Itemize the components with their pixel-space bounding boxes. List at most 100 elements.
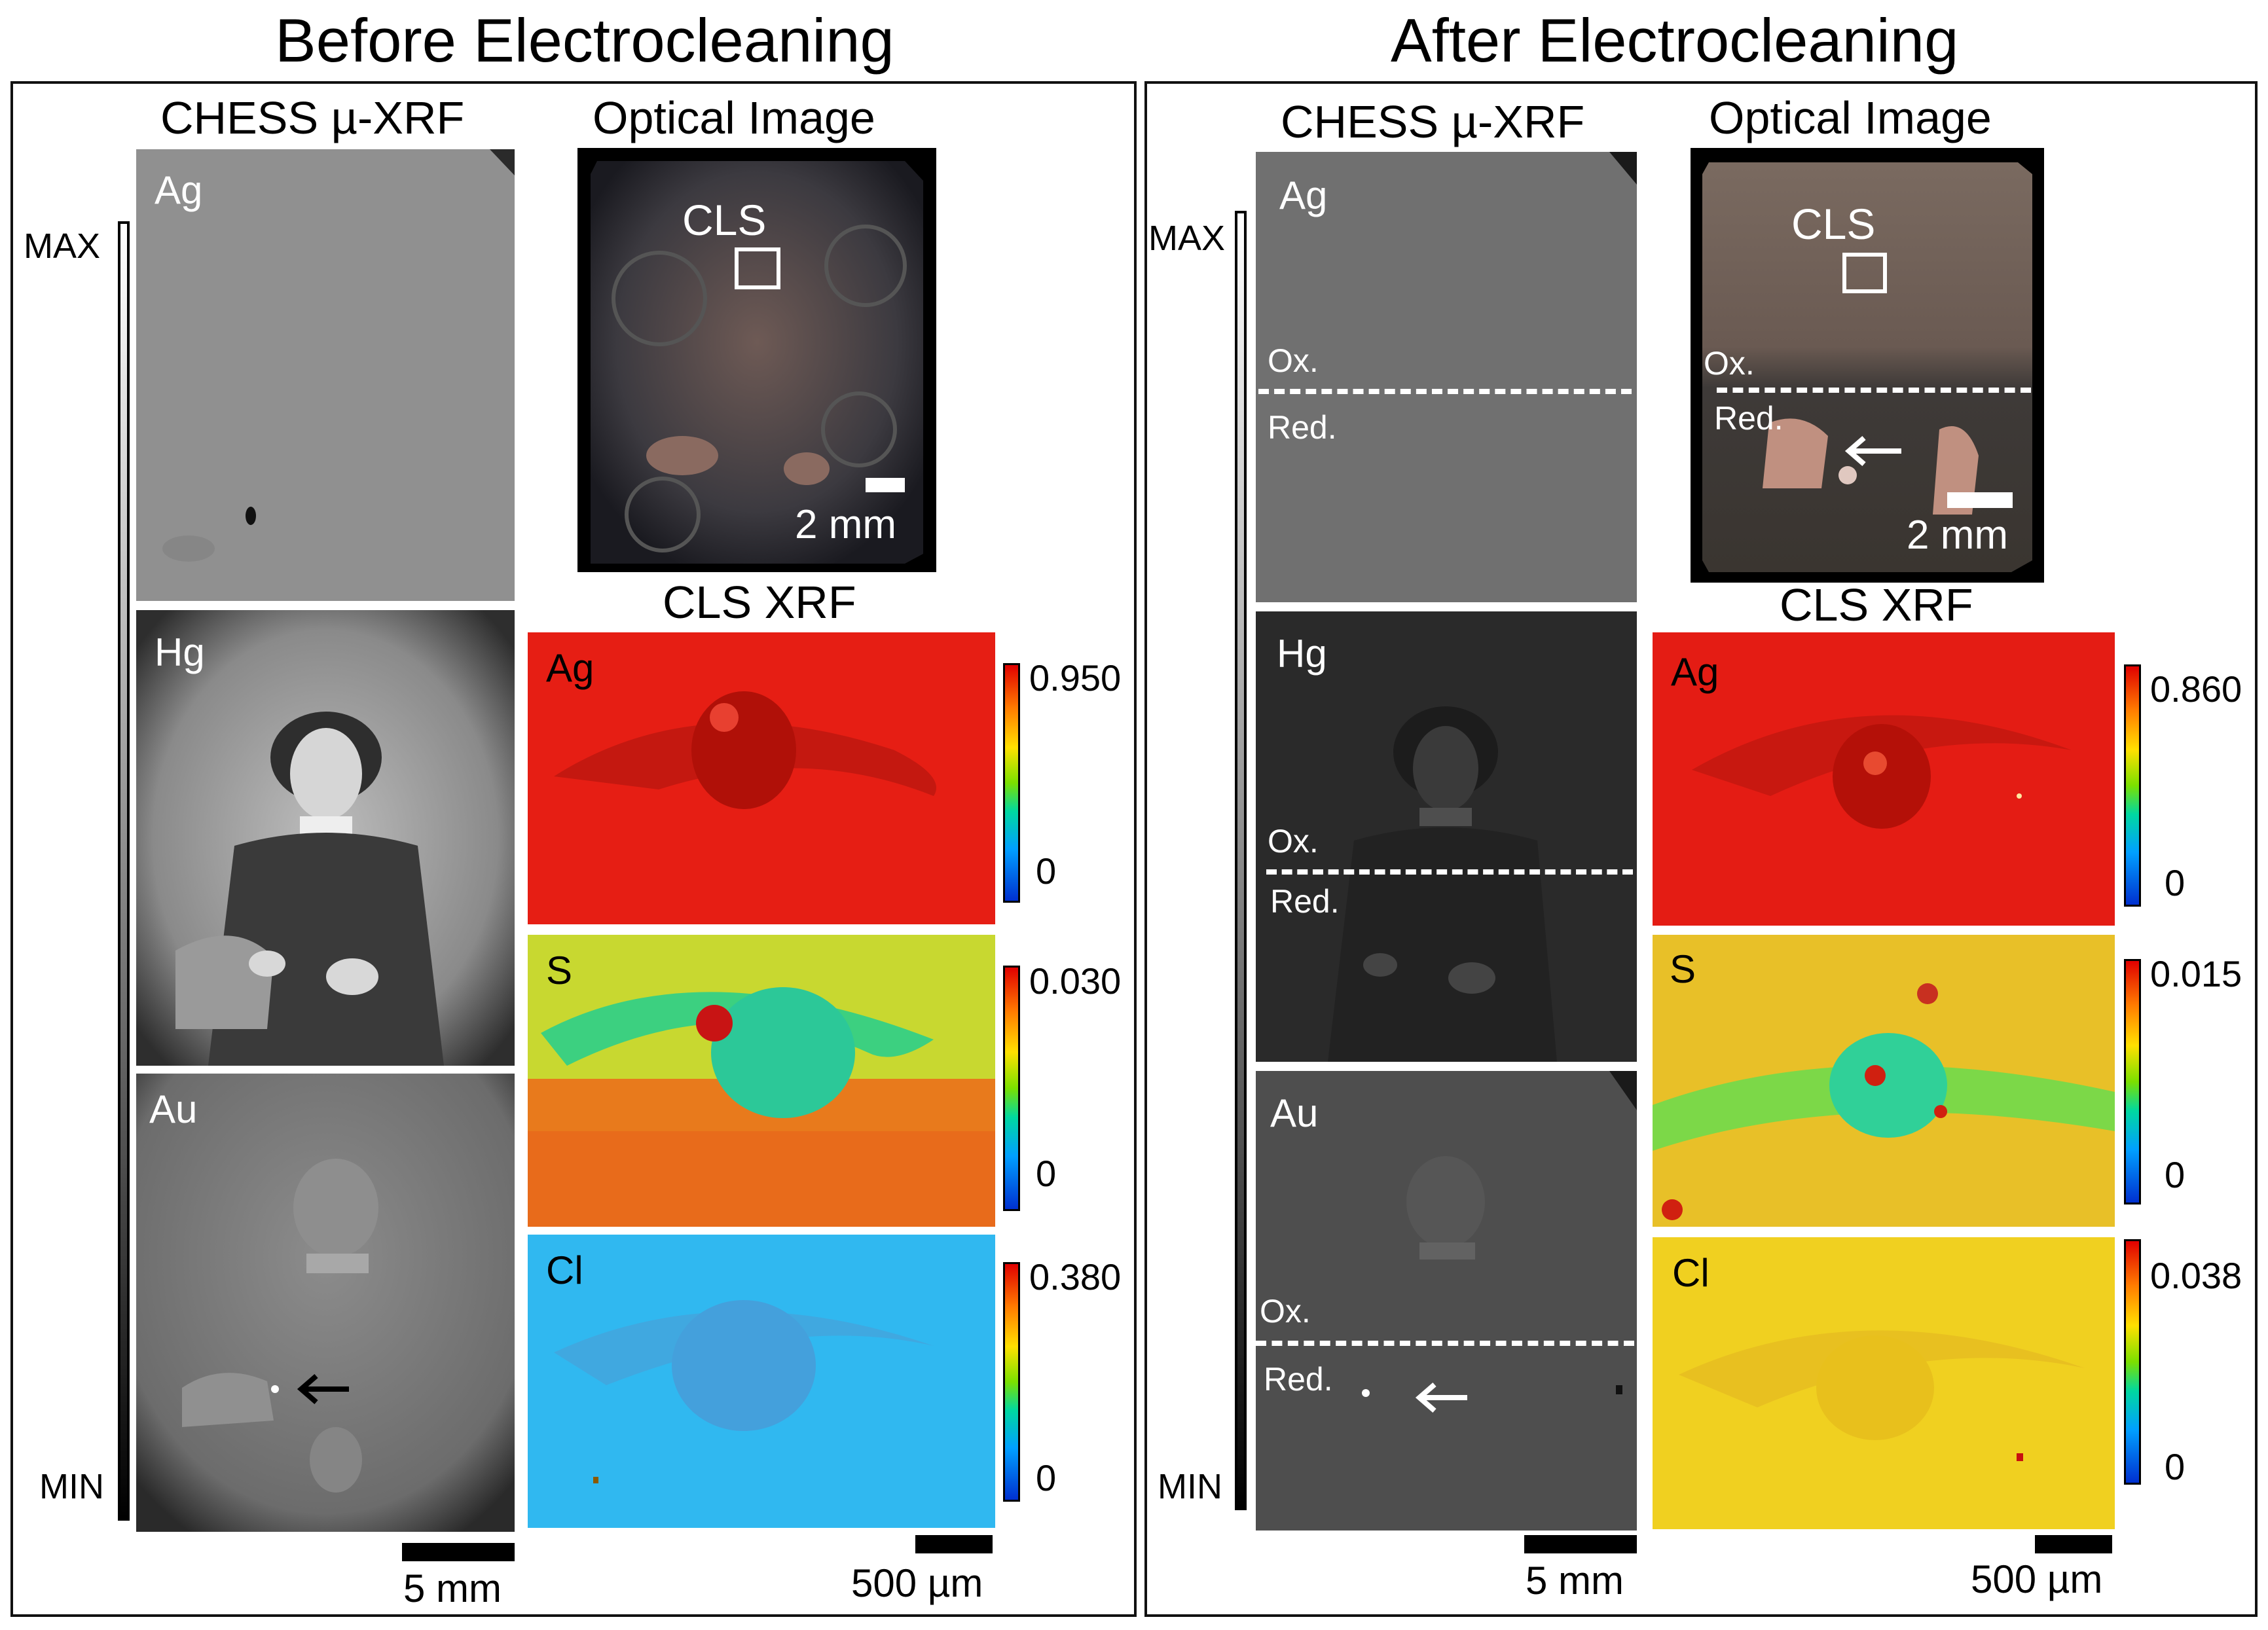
before-panel-title: Before Electrocleaning [275, 6, 894, 75]
before-chess-label-ag: Ag [155, 168, 203, 212]
before-cls-ag-map: Ag [528, 632, 995, 924]
after-cls-s-map: S [1653, 935, 2115, 1227]
after-cls-cl-eye [1653, 1237, 2115, 1529]
after-optical-red-label: Red. [1714, 400, 1783, 437]
after-hg-ox-label: Ox. [1268, 823, 1319, 860]
before-chess-hg-map: Hg [136, 610, 515, 1066]
after-chess-hg-map: Hg Ox. Red. [1256, 611, 1637, 1062]
before-cls-cl-map: Cl [528, 1235, 995, 1528]
after-optical-scalebar [1947, 492, 2013, 508]
after-chess-scale-label: 5 mm [1526, 1559, 1624, 1603]
before-grayscale-bar [118, 221, 130, 1521]
before-cls-cl-colorbar [1003, 1262, 1020, 1502]
after-hg-red-label: Red. [1270, 883, 1340, 920]
after-portrait-hg [1256, 611, 1637, 1062]
before-chess-scale-label: 5 mm [403, 1567, 502, 1610]
after-chess-label-au: Au [1270, 1091, 1319, 1135]
after-au-ox-label: Ox. [1260, 1293, 1311, 1330]
after-au-arrow-icon [1415, 1382, 1467, 1413]
before-cls-ag-min: 0 [1036, 850, 1057, 892]
before-chess-header: CHESS µ-XRF [160, 92, 465, 143]
before-optical-image: CLS 2 mm [577, 148, 936, 572]
after-cls-label-s: S [1670, 947, 1696, 991]
before-chess-scalebar [402, 1543, 515, 1561]
before-optical-header: Optical Image [593, 92, 875, 143]
before-cls-label-s: S [546, 949, 573, 992]
before-cls-scale-label: 500 µm [851, 1561, 983, 1605]
after-grayscale-bar [1235, 211, 1247, 1510]
after-optical-scale-label: 2 mm [1907, 513, 2008, 558]
after-cls-ag-eye [1692, 715, 2072, 829]
after-au-red-label: Red. [1264, 1361, 1333, 1398]
after-cls-ag-colorbar [2124, 664, 2141, 907]
after-cls-scalebar [2035, 1535, 2112, 1553]
after-cls-cl-min: 0 [2165, 1446, 2186, 1487]
after-chess-label-hg: Hg [1277, 632, 1327, 676]
before-portrait-hg [136, 610, 515, 1066]
before-cls-cl-eye [554, 1300, 934, 1483]
before-cls-s-colorbar [1003, 966, 1020, 1211]
after-chess-header: CHESS µ-XRF [1281, 96, 1585, 147]
after-cls-s-max: 0.015 [2150, 953, 2242, 994]
after-cls-ag-min: 0 [2165, 862, 2186, 903]
after-hg-ox-red-divider [1266, 869, 1633, 875]
after-panel-title: After Electrocleaning [1391, 6, 1959, 75]
after-cls-label-cl: Cl [1672, 1251, 1710, 1295]
before-portrait-au [136, 1074, 515, 1532]
before-panel-frame [10, 81, 1137, 1617]
before-chess-label-hg: Hg [155, 630, 205, 674]
after-optical-header: Optical Image [1709, 92, 1992, 143]
before-cls-s-eye [528, 935, 995, 1227]
before-cls-s-min: 0 [1036, 1153, 1057, 1194]
after-cls-cl-max: 0.038 [2150, 1255, 2242, 1296]
before-cls-scalebar [915, 1535, 993, 1553]
before-cls-cl-max: 0.380 [1029, 1256, 1122, 1297]
after-chess-scalebar [1524, 1535, 1637, 1553]
after-cls-ag-max: 0.860 [2150, 668, 2242, 710]
after-chess-label-ag: Ag [1279, 173, 1328, 217]
before-cls-label-cl: Cl [546, 1248, 583, 1292]
before-optical-cls-box [735, 247, 780, 289]
after-optical-cls-label: CLS [1791, 200, 1876, 248]
after-optical-ox-red-divider [1717, 388, 2031, 393]
after-portrait-au [1256, 1071, 1637, 1530]
after-ag-ox-red-divider [1258, 389, 1632, 394]
after-gray-max-label: MAX [1148, 219, 1226, 258]
after-cls-s-eye [1653, 935, 2115, 1227]
after-cls-ag-map: Ag [1653, 632, 2115, 926]
before-optical-texture [591, 161, 923, 564]
before-optical-scalebar [866, 478, 905, 492]
before-gray-min-label: MIN [39, 1467, 104, 1506]
before-gray-max-label: MAX [24, 226, 101, 266]
after-optical-cls-box [1842, 253, 1887, 293]
before-cls-header: CLS XRF [663, 577, 856, 628]
after-chess-au-map: Au Ox. Red. [1256, 1071, 1637, 1530]
after-cls-cl-map: Cl [1653, 1237, 2115, 1529]
after-ag-red-label: Red. [1268, 409, 1337, 446]
after-gray-min-label: MIN [1158, 1467, 1222, 1506]
after-cls-s-min: 0 [2165, 1154, 2186, 1195]
before-cls-cl-min: 0 [1036, 1457, 1057, 1498]
before-cls-label-ag: Ag [546, 646, 594, 690]
after-chess-ag-texture [1256, 152, 1637, 602]
after-optical-arrow-icon [1844, 435, 1901, 467]
before-au-arrow-icon [297, 1373, 349, 1405]
before-cls-s-map: S [528, 935, 995, 1227]
after-au-ox-red-divider [1256, 1341, 1634, 1346]
before-chess-label-au: Au [149, 1087, 198, 1131]
before-cls-ag-eye [554, 691, 936, 809]
after-optical-texture [1702, 162, 2032, 572]
before-chess-ag-map: Ag [136, 149, 515, 601]
after-panel-frame [1144, 81, 2258, 1617]
after-cls-scale-label: 500 µm [1971, 1557, 2103, 1601]
after-cls-header: CLS XRF [1780, 579, 1973, 630]
after-optical-image: CLS Ox. Red. 2 mm [1691, 148, 2044, 583]
before-chess-ag-texture [136, 149, 515, 601]
before-cls-ag-colorbar [1003, 663, 1020, 903]
after-cls-label-ag: Ag [1671, 650, 1719, 694]
before-optical-scale-label: 2 mm [795, 502, 896, 547]
after-ag-ox-label: Ox. [1268, 342, 1319, 379]
before-chess-au-map: Au [136, 1074, 515, 1532]
after-chess-ag-map: Ag Ox. Red. [1256, 152, 1637, 602]
after-cls-cl-colorbar [2124, 1239, 2141, 1485]
